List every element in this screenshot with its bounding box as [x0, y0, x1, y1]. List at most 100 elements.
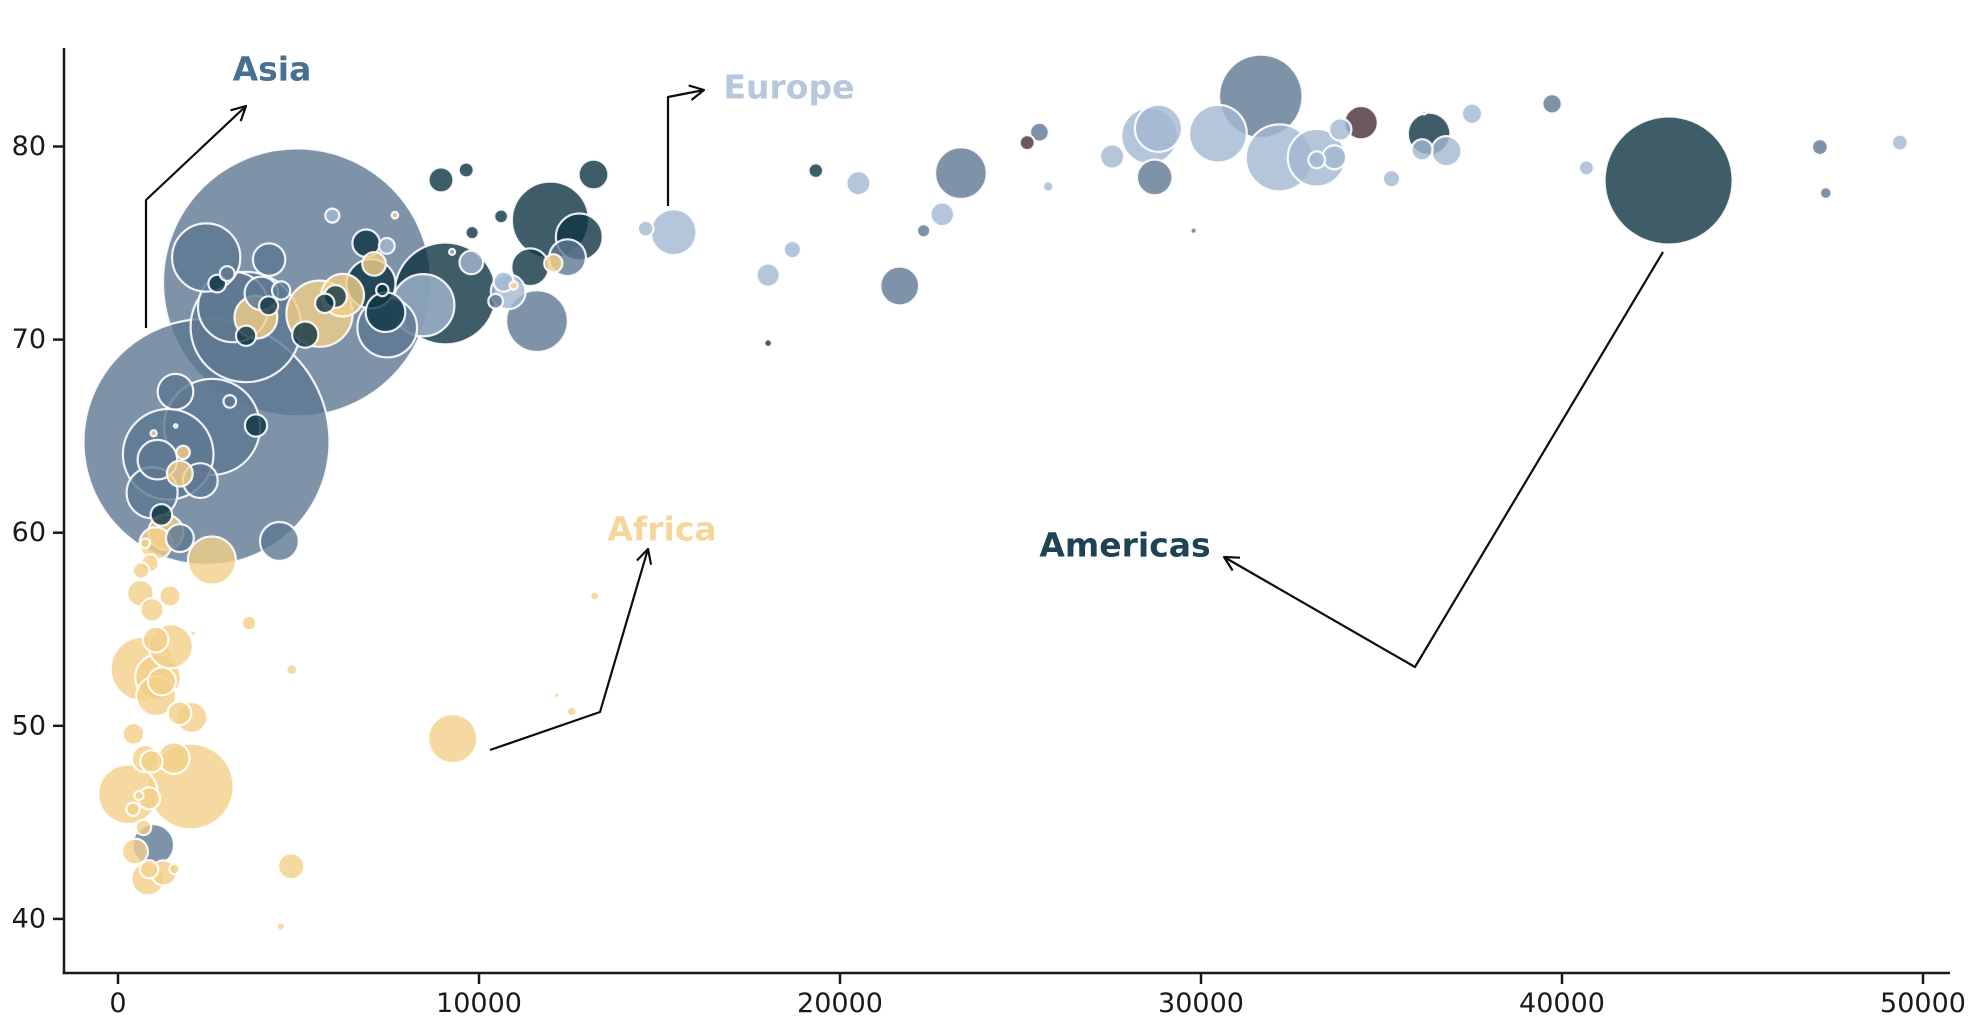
bubble-montenegro: Montenegro: [448, 247, 457, 256]
bubble-mauritius: Mauritius: [508, 280, 519, 291]
bubble-south-africa: South Africa: [427, 712, 479, 765]
bubble-iceland: Iceland: [1420, 109, 1428, 116]
bubble-gabon: Gabon: [589, 590, 601, 602]
bubble-spain: Spain: [1133, 103, 1184, 153]
annotation-label-americas: Americas: [1039, 526, 1210, 565]
bubble-jordan: Jordan: [270, 280, 292, 301]
bubble-portugal: Portugal: [845, 170, 872, 197]
bubble-cambodia: Cambodia: [164, 523, 195, 554]
bubble-singapore: Singapore: [1810, 138, 1829, 157]
bubble-israel: Israel: [1028, 121, 1050, 143]
annotation-arrow-africa: [489, 548, 650, 752]
bubble-reunion: Reunion: [390, 210, 400, 220]
bubble-peru: Peru: [364, 291, 407, 334]
bubble-syria: Syria: [251, 242, 287, 277]
bubble-namibia: Namibia: [285, 663, 299, 676]
bubble-burundi: Burundi: [121, 722, 146, 746]
x-tick-label: 10000: [436, 988, 522, 1019]
bubble-new-zealand: New Zealand: [1018, 134, 1036, 152]
bubble-guinea: Guinea: [139, 597, 165, 623]
bubble-haiti: Haiti: [149, 503, 174, 527]
annotation-arrow-americas: [1223, 251, 1664, 669]
bubble-hong-kong-china: Hong Kong, China: [1541, 93, 1563, 115]
bubble-sweden: Sweden: [1328, 117, 1353, 142]
bubble-bolivia: Bolivia: [243, 413, 269, 438]
bubble-comoros: Comoros: [149, 429, 158, 438]
bubble-slovenia: Slovenia: [1041, 180, 1055, 193]
bubble-mali: Mali: [141, 625, 170, 654]
annotation-arrow-europe: [666, 88, 705, 206]
bubble-guinea-bissau: Guinea-Bissau: [133, 789, 145, 802]
bubble-uruguay: Uruguay: [493, 208, 510, 225]
bubble-lebanon: Lebanon: [487, 292, 505, 310]
bubble-trinidad-and-tobago: Trinidad and Tobago: [763, 338, 773, 349]
bubble-iraq: Iraq: [258, 520, 300, 562]
bubble-lesotho: Lesotho: [168, 862, 181, 876]
bubble-djibouti: Djibouti: [189, 629, 197, 638]
bubble-swaziland: Swaziland: [275, 921, 286, 932]
bubble-france: France: [1188, 103, 1248, 164]
bubble-chad: Chad: [166, 700, 193, 727]
annotation-label-europe: Europe: [724, 68, 855, 107]
y-tick-label: 50: [12, 710, 46, 741]
bubble-iran: Iran: [505, 289, 569, 354]
x-tick-label: 50000: [1880, 988, 1966, 1019]
bubble-guatemala: Guatemala: [291, 320, 320, 349]
bubble-saudi-arabia: Saudi Arabia: [879, 265, 921, 307]
bubble-senegal: Senegal: [165, 459, 194, 488]
annotation-arrowhead-europe: [688, 84, 706, 101]
bubble-bahrain: Bahrain: [1189, 226, 1198, 235]
bubble-poland: Poland: [649, 208, 698, 257]
bubble-switzerland: Switzerland: [1460, 102, 1484, 125]
x-tick-label: 20000: [797, 988, 883, 1019]
bubble-slovak-republic: Slovak Republic: [782, 239, 803, 260]
bubble-hungary: Hungary: [755, 262, 781, 288]
bubble-greece: Greece: [1098, 143, 1126, 170]
annotation-label-africa: Africa: [607, 510, 716, 549]
bubble-congo-rep: Congo, Rep.: [240, 614, 258, 632]
bubble-angola: Angola: [277, 852, 306, 881]
bubble-belgium: Belgium: [1321, 144, 1348, 171]
bubble-croatia: Croatia: [636, 219, 655, 238]
bubble-burkina-faso: Burkina Faso: [146, 666, 177, 697]
bubble-botswana: Botswana: [565, 705, 578, 718]
bubble-tunisia: Tunisia: [361, 250, 388, 277]
bubble-norway: Norway: [1890, 133, 1909, 152]
bubble-equatorial-guinea: Equatorial Guinea: [552, 691, 561, 700]
x-tick-label: 40000: [1519, 988, 1605, 1019]
bubble-mauritania: Mauritania: [175, 444, 191, 461]
bubble-oman: Oman: [915, 222, 932, 239]
bubble-kuwait: Kuwait: [1818, 186, 1833, 200]
bubble-bosnia-and-herzegovina: Bosnia and Herzegovina: [377, 236, 396, 255]
annotation-label-asia: Asia: [233, 50, 312, 89]
bubble-honduras: Honduras: [234, 324, 258, 347]
bubble-cuba: Cuba: [427, 166, 455, 194]
bubble-costa-rica: Costa Rica: [457, 161, 475, 179]
bubble-liberia: Liberia: [125, 801, 141, 817]
y-tick-label: 70: [12, 324, 46, 355]
annotation-arrow-asia: [144, 105, 247, 328]
bubble-paraguay: Paraguay: [258, 295, 280, 317]
bubble-central-african-republic: Central African Republic: [134, 818, 153, 837]
bubble-taiwan: Taiwan: [1135, 158, 1174, 197]
bubble-serbia: Serbia: [458, 249, 485, 276]
bubble-denmark: Denmark: [1381, 168, 1402, 189]
y-tick-label: 40: [12, 903, 46, 934]
bubble-sierra-leone: Sierra Leone: [138, 859, 160, 880]
annotation-arrowhead-americas: [1222, 555, 1241, 572]
bubble-albania: Albania: [324, 207, 341, 224]
bubble-czech-republic: Czech Republic: [929, 201, 956, 228]
bubble-somalia: Somalia: [139, 749, 164, 774]
bubble-jamaica: Jamaica: [374, 282, 390, 298]
bubble-benin: Benin: [158, 584, 182, 608]
bubble-zimbabwe: Zimbabwe: [120, 837, 149, 866]
bubble-korea-dem-rep: Korea, Dem. Rep.: [156, 372, 195, 411]
bubble-united-states: United States: [1603, 115, 1734, 246]
bubble-el-salvador: El Salvador: [313, 292, 336, 315]
bubble-gambia: Gambia: [139, 537, 152, 550]
bubble-west-bank-and-gaza: West Bank and Gaza: [218, 265, 236, 283]
bubble-netherlands: Netherlands: [1430, 135, 1463, 168]
y-tick-label: 60: [12, 517, 46, 548]
